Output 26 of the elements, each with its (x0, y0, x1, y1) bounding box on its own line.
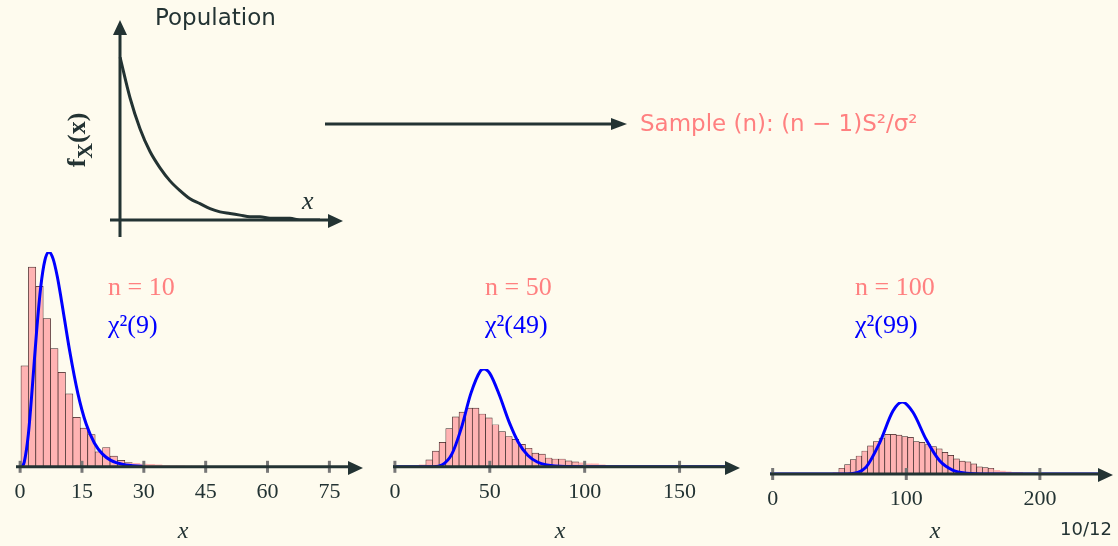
x-axis-title: x (553, 516, 566, 543)
text: n = 100 (855, 272, 935, 302)
x-axis-title: x (928, 516, 941, 543)
x-tick-label: 0 (767, 484, 779, 510)
chart-title: Population (155, 4, 276, 30)
text: 10/12 (1060, 518, 1112, 539)
x-tick-label: 60 (256, 477, 279, 503)
series-label: χ²(49) (485, 310, 548, 340)
x-tick-label: 50 (478, 477, 501, 503)
text: n = 50 (485, 272, 552, 302)
x-tick-label: 100 (889, 484, 923, 510)
x-axis-title: x (302, 186, 314, 216)
x-tick-label: 30 (132, 477, 155, 503)
x-axis-title: x (176, 516, 189, 543)
x-tick-label: 100 (568, 477, 602, 503)
x-tick-label: 75 (318, 477, 341, 503)
x-tick-label: 0 (14, 477, 26, 503)
series-label: χ²(9) (108, 310, 158, 340)
text: Sample (n): (n − 1)S²/σ² (640, 110, 918, 136)
x-tick-label: 150 (663, 477, 697, 503)
text: χ²(99) (855, 310, 918, 340)
x-tick-label: 200 (1023, 484, 1057, 510)
x-tick-label: 45 (194, 477, 217, 503)
x-tick-label: 0 (389, 477, 401, 503)
x-tick-label: 15 (70, 477, 93, 503)
annotation: n = 10 (108, 272, 175, 302)
